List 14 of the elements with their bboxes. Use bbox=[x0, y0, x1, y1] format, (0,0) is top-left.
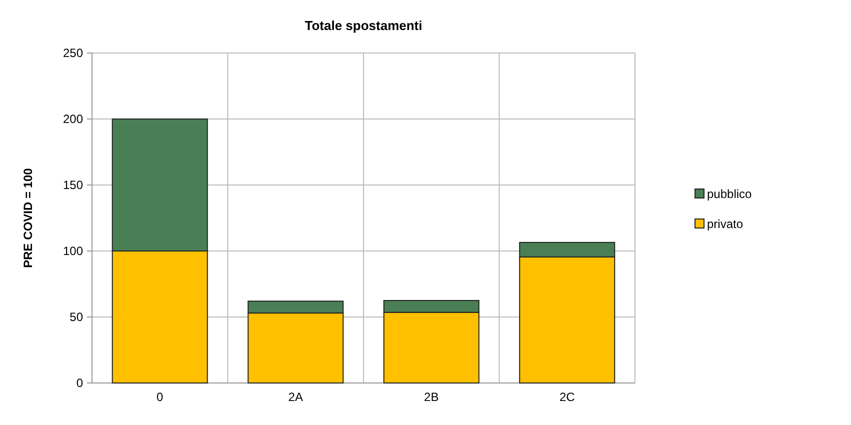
x-tick-label: 2C bbox=[559, 390, 576, 404]
y-tick-label: 100 bbox=[62, 244, 84, 258]
y-tick-label: 250 bbox=[62, 46, 84, 60]
legend-label: pubblico bbox=[707, 187, 752, 202]
x-tick-label: 2A bbox=[288, 390, 303, 404]
x-tick-label: 0 bbox=[156, 390, 164, 404]
y-axis-title: PRE COVID = 100 bbox=[21, 168, 35, 268]
x-tick-label: 2B bbox=[424, 390, 439, 404]
y-tick-label: 0 bbox=[76, 376, 84, 390]
legend-label: privato bbox=[707, 217, 744, 232]
y-tick-label: 50 bbox=[70, 310, 84, 324]
chart-title: Totale spostamenti bbox=[304, 18, 422, 33]
y-tick-label: 200 bbox=[62, 112, 84, 126]
y-tick-label: 150 bbox=[62, 178, 84, 192]
